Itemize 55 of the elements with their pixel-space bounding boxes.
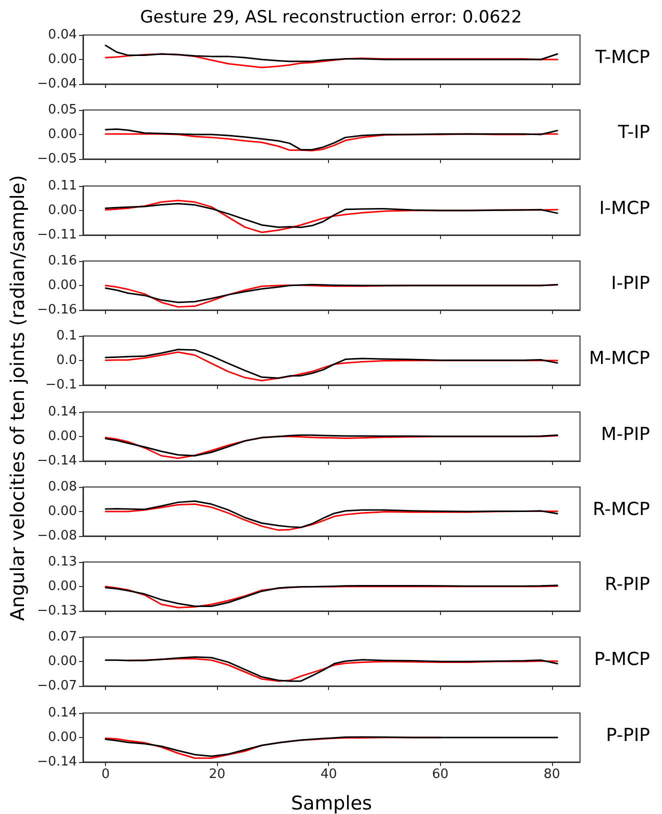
y-tick-label: 0.05 — [48, 102, 77, 118]
y-tick-label: 0.00 — [48, 202, 77, 218]
y-tick-label: 0.00 — [48, 278, 77, 293]
y-tick-label: −0.04 — [37, 76, 77, 92]
y-tick-label: 0.11 — [48, 178, 77, 194]
line-series — [104, 53, 558, 68]
y-tick-label: 0.0 — [56, 353, 77, 368]
y-tick-label: 0.13 — [48, 554, 77, 570]
line-series — [104, 202, 558, 228]
y-tick-label: −0.14 — [37, 453, 77, 468]
x-axis-title: Samples — [290, 792, 372, 814]
x-tick-label: 0 — [101, 766, 110, 782]
y-tick-label: 0.14 — [48, 705, 77, 720]
text: I-PIP — [611, 272, 650, 294]
y-tick-label: 0.08 — [48, 479, 77, 494]
y-tick-label: 0.00 — [48, 579, 77, 594]
y-tick-label: 0.14 — [48, 404, 77, 419]
text: M-MCP — [589, 348, 650, 370]
y-tick-label: −0.07 — [37, 678, 77, 694]
x-tick-label: 40 — [320, 766, 337, 782]
line-series — [104, 284, 558, 303]
chart-title: Gesture 29, ASL reconstruction error: 0.0622 — [140, 8, 522, 28]
text: T-IP — [617, 122, 650, 144]
y-tick-label: −0.13 — [37, 604, 77, 619]
text: M-PIP — [600, 424, 650, 444]
x-tick-label: 80 — [544, 766, 560, 782]
y-tick-label: 0.00 — [48, 730, 77, 745]
y-tick-label: 0.00 — [48, 654, 77, 670]
text: R-PIP — [604, 574, 650, 596]
line-series — [104, 128, 558, 151]
y-tick-label: −0.14 — [37, 754, 77, 770]
x-tick-label: 60 — [432, 766, 449, 782]
y-axis-title: Angular velocities of ten joints (radian/sample) — [7, 175, 29, 622]
line-series — [104, 44, 558, 62]
y-tick-label: 0.00 — [48, 52, 77, 67]
text: R-MCP — [592, 498, 650, 520]
y-tick-label: 0.00 — [48, 504, 77, 519]
y-tick-label: −0.05 — [37, 152, 77, 167]
y-tick-label: −0.16 — [37, 302, 77, 318]
line-series — [104, 199, 558, 233]
y-tick-label: 0.00 — [48, 127, 77, 142]
text: P-MCP — [594, 649, 650, 670]
line-series — [104, 736, 558, 757]
y-tick-label: 0.16 — [48, 253, 77, 268]
y-tick-label: −0.1 — [45, 378, 77, 393]
x-tick-label: 20 — [208, 766, 226, 782]
text: T-MCP — [594, 47, 650, 68]
y-tick-label: −0.11 — [37, 227, 77, 242]
y-tick-label: 0.1 — [56, 328, 77, 344]
y-tick-label: −0.08 — [37, 528, 77, 544]
y-tick-label: 0.00 — [48, 428, 77, 444]
text: I-MCP — [599, 198, 650, 219]
text: P-PIP — [606, 724, 650, 746]
y-tick-label: 0.04 — [48, 28, 77, 42]
y-tick-label: 0.07 — [48, 630, 77, 645]
